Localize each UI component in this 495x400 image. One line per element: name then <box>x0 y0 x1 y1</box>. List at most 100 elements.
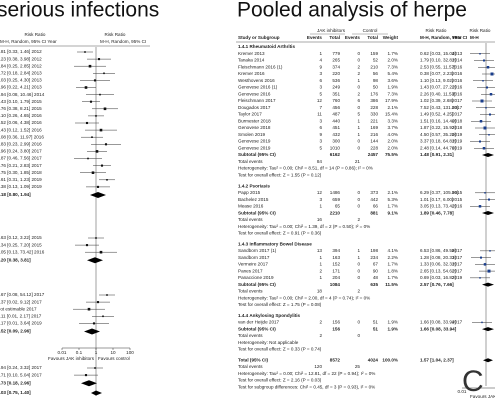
events-cell: Total events <box>238 289 263 294</box>
note-text: Test for overall effect: Z = 1.55 (P = 0… <box>238 172 322 177</box>
table-cell: 171 <box>332 268 340 273</box>
axis-label: 0.01 <box>458 389 467 394</box>
table-cell: 2013 <box>452 51 463 56</box>
table-cell: 2017 <box>452 320 463 325</box>
events-cell: Total events <box>238 159 263 164</box>
table-cell: Kremer 2013 <box>238 51 265 56</box>
total-cell: 8572 <box>330 357 341 362</box>
table-cell: 228 <box>370 145 378 150</box>
table-cell: 0.69 [0.03, 16.82] <box>420 275 456 280</box>
table-cell: 1.01 [0.17, 6.00] <box>420 197 453 202</box>
axis-label: 0.1 <box>76 350 83 355</box>
table-cell: 156 <box>332 320 340 325</box>
table-cell: 0 <box>357 262 360 267</box>
table-cell: 5 <box>357 112 360 117</box>
table-cell: 12 <box>317 190 323 195</box>
study-marker <box>479 140 481 143</box>
ci-text: 0.38 [0.13, 1.09] 2019 <box>0 184 42 189</box>
table-cell: 2017 <box>452 262 463 267</box>
table-cell: 249 <box>332 85 340 90</box>
ci-text: 1.34 [0.25, 7.20] 2015 <box>0 242 42 247</box>
table-cell: Papp 2015 <box>238 190 261 195</box>
table-cell: 66 <box>373 204 379 209</box>
study-marker <box>84 51 86 53</box>
table-cell: 659 <box>332 197 340 202</box>
table-cell: 2017 <box>452 112 463 117</box>
table-cell: 2016 <box>452 64 463 69</box>
table-cell: 90 <box>373 268 379 273</box>
subtotal-text: 1.20 [0.38, 3.81] <box>0 258 31 263</box>
note-text: Test for overall effect: Z = 1.75 (P = 0… <box>238 302 322 307</box>
subtotal-cell: Subtotal (95% CI) <box>238 326 276 331</box>
study-marker <box>479 53 481 55</box>
study-marker <box>87 157 89 160</box>
table-cell: 48 <box>373 275 379 280</box>
table-cell: 0 <box>357 85 360 90</box>
study-marker <box>487 269 491 273</box>
table-cell: Kremer 2016 <box>238 71 265 76</box>
table-cell: 4.0% <box>388 132 398 137</box>
column-header: Risk Ratio <box>470 28 491 33</box>
table-cell: Genovese 2016 <box>238 91 271 96</box>
note-text: Heterogeneity: Tau² = 0.00; Chi² = 12.81… <box>238 371 375 376</box>
study-marker <box>92 322 96 325</box>
ci-text: 0.43 [0.12, 1.52] 2016 <box>0 127 42 132</box>
table-cell: Fleischmann 2016 (1) <box>238 64 283 69</box>
table-cell: 1.87 [0.22, 15.92] <box>420 125 456 130</box>
study-marker <box>91 171 95 174</box>
subtotal-cell: Subtotal (95% CI) <box>238 282 276 287</box>
table-cell: 152 <box>332 262 340 267</box>
column-header: M-H <box>470 35 479 40</box>
table-cell: Mease 2016 <box>238 204 264 209</box>
table-cell: 6.29 [0.37, 105.96] <box>420 190 458 195</box>
study-marker <box>88 64 92 68</box>
table-cell: 760 <box>332 98 340 103</box>
subtotal-cell: Subtotal (95% CI) <box>238 152 276 157</box>
table-cell: 2017 <box>452 105 463 110</box>
table-cell: 204 <box>332 275 340 280</box>
table-cell: 6.53 [0.86, 49.58] <box>420 248 456 253</box>
table-cell: 0 <box>357 51 360 56</box>
table-cell: 1.43 [0.07, 27.22] <box>420 85 456 90</box>
note-text: Heterogeneity: Tau² = 0.00; Chi² = 8.51,… <box>238 166 373 171</box>
table-cell: 2017 <box>452 98 463 103</box>
column-header: Year <box>452 35 462 40</box>
note-text: Heterogeneity: Not applicable <box>238 340 299 345</box>
study-marker <box>85 244 89 247</box>
table-cell: 169 <box>370 125 378 130</box>
table-cell: 1.9% <box>388 85 398 90</box>
subtotal-diamond <box>482 327 494 332</box>
ci-text: 0.71 [0.10, 5.04] 2017 <box>0 372 42 377</box>
study-marker <box>490 72 494 76</box>
table-cell: 11 <box>317 112 322 117</box>
table-cell: 1.02 [0.39, 2.68] <box>420 98 453 103</box>
table-cell: 2.0% <box>388 145 398 150</box>
table-cell: 2019 <box>452 132 463 137</box>
table-cell: 1 <box>357 118 360 123</box>
study-marker <box>483 59 485 62</box>
events-cell: 0 <box>357 333 360 338</box>
table-cell: 159 <box>370 51 378 56</box>
subtotal-cell: 1.48 [0.91, 2.31] <box>420 152 454 157</box>
table-cell: 3.6% <box>388 78 398 83</box>
table-cell: Genovese 2018 <box>238 125 271 130</box>
events-cell: 25 <box>355 364 361 369</box>
study-marker <box>485 107 487 109</box>
table-cell: 2 <box>357 71 360 76</box>
table-cell: 210 <box>370 64 378 69</box>
subtotal-cell: 6162 <box>330 152 341 157</box>
ci-text: 1.23 [0.38, 3.98] 2012 <box>0 56 42 61</box>
table-cell: 5.4% <box>388 71 398 76</box>
total-cell: 4024 <box>368 357 379 362</box>
table-cell: 374 <box>332 64 340 69</box>
table-cell: Vermeire 2017 <box>238 262 268 267</box>
study-marker <box>486 66 490 69</box>
table-cell: Smolen 2019 <box>238 132 266 137</box>
table-cell: 394 <box>332 248 340 253</box>
table-cell: Genovese 2016 (1) <box>238 85 278 90</box>
ci-text: 0.37 [0.02, 9.12] 2017 <box>0 299 42 304</box>
table-cell: 3 <box>319 71 322 76</box>
table-cell: 5.3% <box>388 197 398 202</box>
